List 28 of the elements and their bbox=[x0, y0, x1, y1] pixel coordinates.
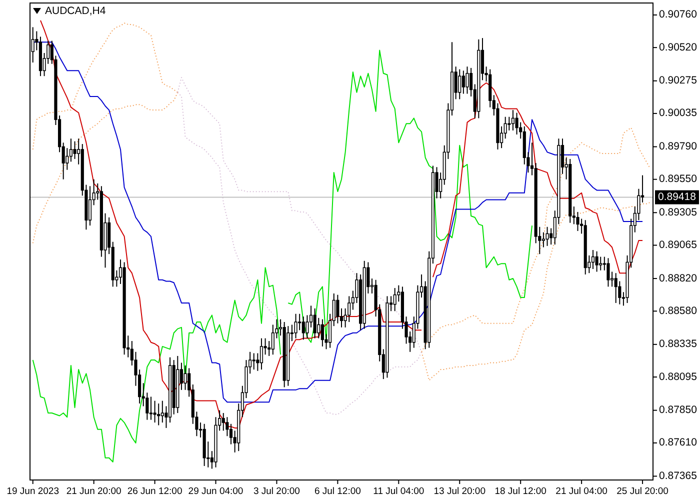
ref-line-label: 0.89418 bbox=[658, 191, 696, 204]
x-tick-label: 13 Jul 20:00 bbox=[434, 486, 486, 497]
y-tick-label: 0.88580 bbox=[659, 304, 698, 317]
x-tick-label: 26 Jun 12:00 bbox=[127, 486, 182, 497]
x-tick-label: 19 Jun 2023 bbox=[6, 486, 60, 497]
x-tick-label: 11 Jul 04:00 bbox=[373, 486, 424, 497]
y-tick-label: 0.87850 bbox=[659, 404, 698, 416]
y-tick-label: 0.90760 bbox=[659, 8, 698, 21]
x-tick-label: 18 Jul 12:00 bbox=[494, 486, 546, 497]
x-tick-label: 6 Jul 12:00 bbox=[314, 486, 361, 497]
y-tick-label: 0.89790 bbox=[659, 140, 698, 153]
y-tick-label: 0.90520 bbox=[659, 41, 698, 54]
y-tick-label: 0.88095 bbox=[659, 370, 698, 383]
chart-title: AUDCAD,H4 bbox=[45, 5, 106, 17]
y-tick-label: 0.88335 bbox=[659, 338, 698, 350]
x-tick-label: 25 Jul 20:00 bbox=[616, 486, 668, 497]
x-tick-label: 21 Jul 04:00 bbox=[556, 486, 608, 497]
y-tick-label: 0.87365 bbox=[659, 470, 698, 482]
y-tick-label: 0.87610 bbox=[659, 436, 698, 449]
x-tick-label: 21 Jun 20:00 bbox=[66, 486, 122, 497]
y-tick-label: 0.88820 bbox=[659, 272, 698, 284]
x-tick-label: 29 Jun 04:00 bbox=[188, 486, 244, 497]
y-tick-label: 0.89550 bbox=[659, 173, 698, 186]
y-tick-label: 0.89065 bbox=[659, 239, 698, 252]
x-tick-label: 3 Jul 20:00 bbox=[253, 486, 300, 497]
y-tick-label: 0.90275 bbox=[659, 74, 698, 87]
y-tick-label: 0.89305 bbox=[659, 206, 698, 218]
y-tick-label: 0.90035 bbox=[659, 107, 698, 120]
